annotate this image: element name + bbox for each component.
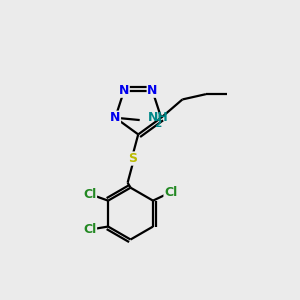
Text: N: N xyxy=(147,84,158,97)
Text: Cl: Cl xyxy=(83,223,97,236)
Text: N: N xyxy=(119,84,129,97)
Text: 2: 2 xyxy=(154,118,161,129)
Text: Cl: Cl xyxy=(164,186,177,199)
Text: S: S xyxy=(128,152,137,165)
Text: Cl: Cl xyxy=(83,188,97,201)
Text: NH: NH xyxy=(148,111,168,124)
Text: N: N xyxy=(110,111,120,124)
